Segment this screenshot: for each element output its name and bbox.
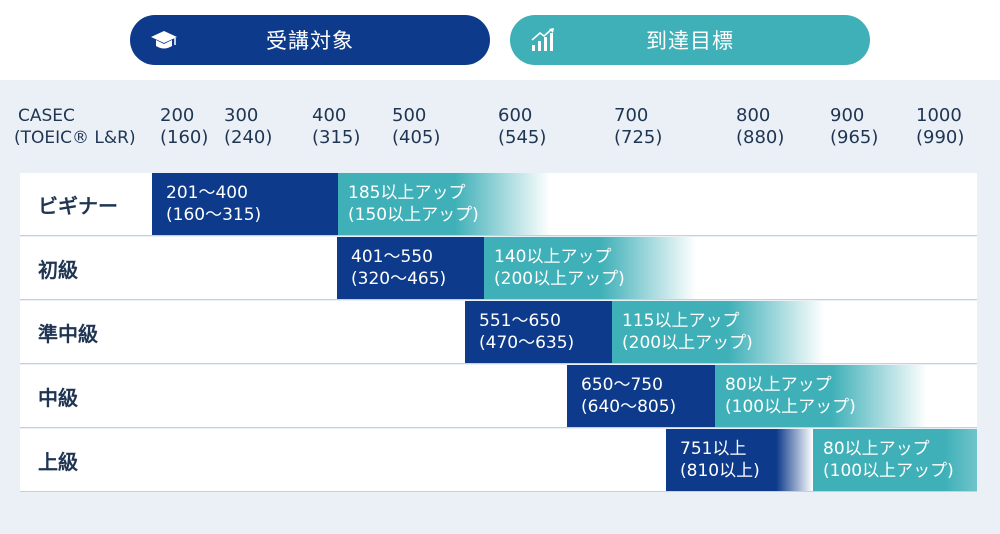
tick-casec: 400 (312, 105, 347, 126)
goal-increase-casec: 80以上アップ (725, 375, 832, 395)
level-row-beginner: ビギナー 201〜400 (160〜315) 185以上アップ (150以上アッ… (20, 173, 977, 236)
scale-header-toeic: (TOEIC® L&R) (14, 128, 136, 148)
target-range-toeic: (320〜465) (351, 269, 447, 289)
tick-toeic: (725) (614, 127, 663, 148)
goal-increase-toeic: (150以上アップ) (348, 205, 479, 225)
goal-increase-toeic: (200以上アップ) (622, 333, 753, 353)
tick-toeic: (240) (224, 127, 273, 148)
scale-tick: 200 (160) (160, 105, 208, 149)
target-range-casec: 751以上 (680, 439, 747, 459)
graduation-cap-icon (151, 31, 177, 49)
tick-casec: 700 (614, 105, 649, 126)
tick-toeic: (880) (736, 127, 785, 148)
goal-increase-bar: 80以上アップ (100以上アップ) (813, 429, 977, 491)
bar-chart-growth-icon (531, 28, 554, 51)
scale-tick: 400 (315) (312, 105, 360, 149)
tick-toeic: (990) (916, 127, 965, 148)
goal-increase-bar: 140以上アップ (200以上アップ) (484, 237, 696, 299)
scale-tick: 300 (240) (224, 105, 272, 149)
tick-casec: 200 (160, 105, 195, 126)
scale-header-casec: CASEC (18, 106, 75, 126)
scale-tick: 900 (965) (830, 105, 878, 149)
target-audience-label: 受講対象 (266, 29, 354, 53)
target-range-bar: 551〜650 (470〜635) (465, 301, 612, 363)
tick-casec: 1000 (916, 105, 962, 126)
target-range-casec: 201〜400 (166, 183, 248, 203)
tick-toeic: (545) (498, 127, 547, 148)
scale-tick: 1000 (990) (916, 105, 964, 149)
level-row-advanced: 上級 751以上 (810以上) 80以上アップ (100以上アップ) (20, 429, 977, 492)
level-label: 上級 (38, 449, 78, 474)
goal-label: 到達目標 (646, 29, 734, 53)
target-range-bar: 201〜400 (160〜315) (152, 173, 338, 235)
tick-toeic: (315) (312, 127, 361, 148)
scale-tick: 600 (545) (498, 105, 546, 149)
target-range-bar: 401〜550 (320〜465) (337, 237, 484, 299)
level-label: 中級 (38, 385, 78, 410)
target-range-toeic: (810以上) (680, 461, 760, 481)
scale-tick: 700 (725) (614, 105, 662, 149)
scale-tick: 500 (405) (392, 105, 440, 149)
tick-toeic: (965) (830, 127, 879, 148)
goal-tab: 到達目標 (510, 15, 870, 65)
goal-increase-casec: 80以上アップ (823, 439, 930, 459)
goal-increase-casec: 185以上アップ (348, 183, 466, 203)
target-range-casec: 551〜650 (479, 311, 561, 331)
goal-increase-bar: 185以上アップ (150以上アップ) (338, 173, 550, 235)
target-audience-tab: 受講対象 (130, 15, 490, 65)
target-range-toeic: (640〜805) (581, 397, 677, 417)
tick-casec: 600 (498, 105, 533, 126)
target-range-bar: 751以上 (810以上) (666, 429, 813, 491)
scale-header: CASEC (TOEIC® L&R) (14, 105, 136, 149)
goal-increase-toeic: (100以上アップ) (823, 461, 954, 481)
goal-increase-toeic: (100以上アップ) (725, 397, 856, 417)
goal-increase-toeic: (200以上アップ) (494, 269, 625, 289)
target-range-bar: 650〜750 (640〜805) (567, 365, 715, 427)
tick-casec: 900 (830, 105, 865, 126)
goal-increase-casec: 140以上アップ (494, 247, 612, 267)
level-row-pre-intermediate: 準中級 551〜650 (470〜635) 115以上アップ (200以上アップ… (20, 301, 977, 364)
tick-casec: 300 (224, 105, 259, 126)
level-row-intermediate: 中級 650〜750 (640〜805) 80以上アップ (100以上アップ) (20, 365, 977, 428)
level-label: ビギナー (38, 193, 118, 218)
target-range-casec: 650〜750 (581, 375, 663, 395)
tick-casec: 500 (392, 105, 427, 126)
level-row-elementary: 初級 401〜550 (320〜465) 140以上アップ (200以上アップ) (20, 237, 977, 300)
target-range-toeic: (470〜635) (479, 333, 575, 353)
tick-toeic: (405) (392, 127, 441, 148)
level-label: 準中級 (38, 321, 98, 346)
goal-increase-bar: 80以上アップ (100以上アップ) (715, 365, 927, 427)
target-range-toeic: (160〜315) (166, 205, 262, 225)
goal-increase-casec: 115以上アップ (622, 311, 740, 331)
tick-toeic: (160) (160, 127, 209, 148)
tick-casec: 800 (736, 105, 771, 126)
scale-tick: 800 (880) (736, 105, 784, 149)
level-label: 初級 (38, 257, 78, 282)
goal-increase-bar: 115以上アップ (200以上アップ) (612, 301, 824, 363)
target-range-casec: 401〜550 (351, 247, 433, 267)
